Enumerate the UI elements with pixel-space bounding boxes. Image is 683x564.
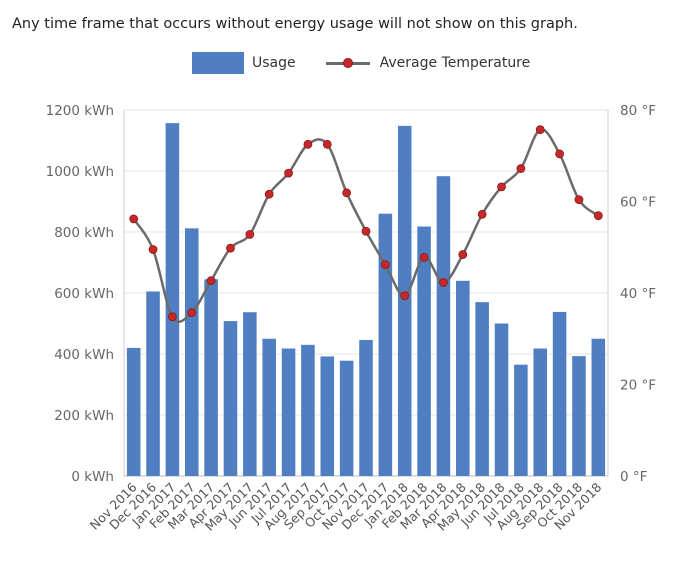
usage-bar[interactable] <box>184 228 199 476</box>
usage-bar[interactable] <box>533 348 548 476</box>
y-left-tick-label: 400 kWh <box>54 347 114 363</box>
legend-label-usage: Usage <box>252 55 296 71</box>
usage-bar[interactable] <box>146 291 160 476</box>
usage-bar[interactable] <box>591 338 606 476</box>
temperature-point[interactable] <box>342 188 352 198</box>
usage-bar[interactable] <box>339 360 354 476</box>
usage-bar[interactable] <box>456 280 470 476</box>
y-left-tick-label: 1200 kWh <box>46 103 114 119</box>
temperature-point[interactable] <box>148 245 158 254</box>
temperature-point[interactable] <box>322 139 332 149</box>
y-right-tick-label: 0 °F <box>620 469 647 485</box>
usage-bar[interactable] <box>417 226 431 476</box>
usage-bar[interactable] <box>320 356 335 476</box>
usage-bar[interactable] <box>165 123 180 477</box>
temperature-point[interactable] <box>400 291 410 301</box>
temperature-point[interactable] <box>555 149 564 159</box>
y-right-tick-label: 40 °F <box>620 286 656 302</box>
usage-bar[interactable] <box>514 364 528 476</box>
usage-bar[interactable] <box>494 323 509 477</box>
usage-bar[interactable] <box>572 356 586 476</box>
legend-item-usage[interactable]: Usage <box>192 52 296 74</box>
y-right-tick-label: 80 °F <box>620 103 656 119</box>
temperature-point[interactable] <box>187 308 197 318</box>
legend-item-temperature[interactable]: Average Temperature <box>325 52 531 74</box>
temperature-point[interactable] <box>167 312 177 322</box>
y-left-tick-label: 800 kWh <box>54 225 114 241</box>
temperature-point[interactable] <box>497 182 506 192</box>
temperature-point[interactable] <box>361 226 371 236</box>
y-right-tick-label: 60 °F <box>620 195 656 211</box>
usage-bar[interactable] <box>436 176 451 476</box>
temperature-point[interactable] <box>303 139 313 149</box>
chart-legend: Usage Average Temperature <box>192 52 560 74</box>
temperature-point[interactable] <box>516 164 526 173</box>
temperature-point[interactable] <box>535 125 545 135</box>
usage-bar[interactable] <box>552 311 567 476</box>
temperature-line-swatch <box>325 52 370 74</box>
temperature-point[interactable] <box>380 260 390 270</box>
usage-bar[interactable] <box>243 312 257 476</box>
usage-bar[interactable] <box>204 279 218 476</box>
y-left-tick-label: 1000 kWh <box>46 164 114 180</box>
temperature-point[interactable] <box>129 214 139 224</box>
temperature-point[interactable] <box>226 243 235 253</box>
usage-bar[interactable] <box>126 347 141 476</box>
temperature-point[interactable] <box>284 168 293 178</box>
temperature-point[interactable] <box>419 252 429 262</box>
legend-label-temperature: Average Temperature <box>379 55 531 71</box>
temperature-point[interactable] <box>206 276 216 286</box>
y-left-tick-label: 600 kWh <box>54 286 114 302</box>
usage-bar[interactable] <box>262 338 276 476</box>
y-left-tick-label: 0 kWh <box>71 469 114 485</box>
usage-bar[interactable] <box>359 339 373 476</box>
y-right-tick-label: 20 °F <box>620 378 656 394</box>
temperature-point[interactable] <box>574 195 584 205</box>
usage-bar[interactable] <box>397 125 412 477</box>
chart-note: Any time frame that occurs without energ… <box>12 16 578 32</box>
usage-bar[interactable] <box>281 348 296 476</box>
temperature-point[interactable] <box>264 189 274 199</box>
temperature-point[interactable] <box>593 211 603 221</box>
usage-bar[interactable] <box>223 321 238 476</box>
usage-bar[interactable] <box>378 213 393 476</box>
temperature-point[interactable] <box>439 278 448 287</box>
usage-bar[interactable] <box>301 344 315 476</box>
temperature-point[interactable] <box>245 230 255 239</box>
temperature-point[interactable] <box>458 250 468 259</box>
usage-swatch <box>192 52 244 74</box>
usage-bar[interactable] <box>475 302 489 476</box>
temperature-point[interactable] <box>477 209 487 219</box>
y-left-tick-label: 200 kWh <box>54 408 114 424</box>
